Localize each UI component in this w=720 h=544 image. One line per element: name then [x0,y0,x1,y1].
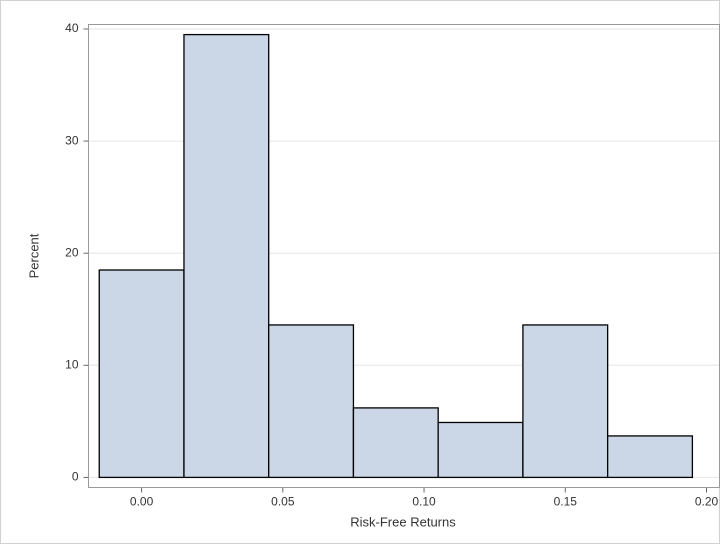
bar [522,324,609,479]
x-tick-label: 0.10 [412,495,436,509]
y-tick-label: 10 [65,357,79,371]
bar [268,324,355,479]
y-tick-label: 30 [65,133,79,147]
bar [437,421,524,479]
x-tick-label: 0.15 [554,495,578,509]
x-tick-label: 0.05 [271,495,295,509]
y-tick-label: 0 [72,470,79,484]
y-axis-label: Percent [26,233,41,278]
bar [183,33,270,479]
bar [352,407,439,479]
y-tick-label: 20 [65,245,79,259]
plot-area: 0 10 20 30 40 0.00 0.05 0.10 0.15 0.20 [65,21,720,509]
x-tick-label: 0.00 [130,495,154,509]
y-tick-label: 40 [65,21,79,35]
x-axis-label: Risk-Free Returns [350,514,456,529]
bar [98,269,185,479]
x-tick-label: 0.20 [695,495,719,509]
bar [606,435,694,479]
